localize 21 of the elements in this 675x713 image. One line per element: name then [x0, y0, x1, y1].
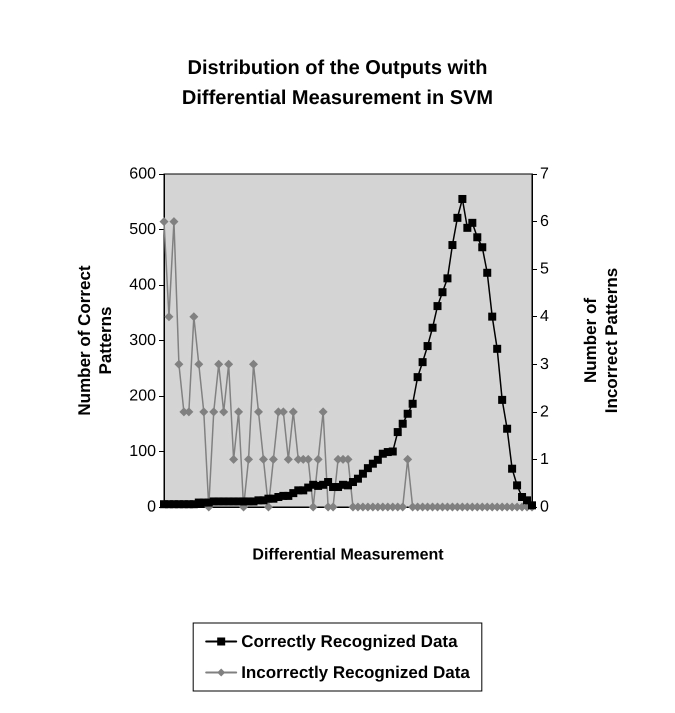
y-tick-label: 500	[129, 221, 156, 238]
y-tick-label: 200	[129, 388, 156, 404]
y2-tick-label: 2	[540, 403, 549, 420]
y-tick-label: 400	[129, 276, 156, 294]
chart-title: Distribution of the Outputs with Differential Measurement in SVM	[182, 57, 494, 109]
y2-tick-label: 4	[540, 308, 549, 326]
y-axis-title: Number of Correct Patterns	[75, 265, 115, 416]
y2-axis-title: Number of Incorrect Patterns	[581, 268, 621, 414]
x-axis-title: Differential Measurement	[252, 546, 444, 564]
y-tick-label: 300	[129, 332, 156, 349]
y-tick-label: 100	[129, 443, 156, 460]
legend-label: Correctly Recognized Data	[241, 632, 458, 651]
legend-label: Incorrectly Recognized Data	[241, 663, 470, 682]
y2-tick-label: 0	[540, 498, 549, 516]
y2-tick-label: 5	[540, 260, 549, 278]
y-tick-label: 0	[147, 498, 156, 516]
y2-tick-label: 3	[540, 356, 549, 373]
y2-tick-label: 1	[540, 450, 549, 468]
y2-tick-label: 6	[540, 213, 549, 230]
y-tick-label: 600	[129, 166, 156, 182]
y2-tick-label: 7	[540, 166, 549, 182]
